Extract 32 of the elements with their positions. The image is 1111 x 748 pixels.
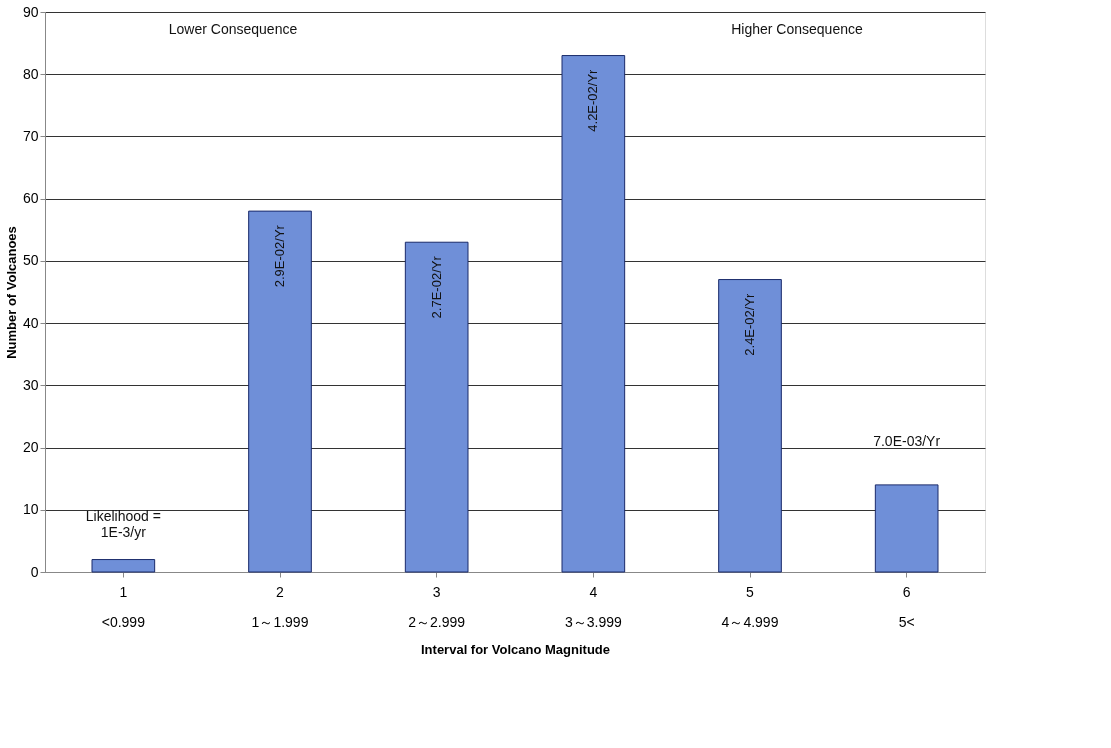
y-tick-label: 60 [22, 190, 39, 207]
x-tick-label: 1 <0.999 [101, 583, 146, 630]
annotation: Likelihood = 1E-3/yr [85, 507, 161, 540]
y-tick-label: 10 [22, 501, 39, 518]
y-tick-label: 0 [30, 563, 39, 580]
y-axis-title: Number of Volcanoes [3, 226, 19, 359]
bar [91, 559, 156, 573]
bar [874, 484, 939, 573]
y-tick-label: 70 [22, 127, 39, 144]
annotation: 2.4E-02/Yr [742, 292, 757, 356]
bar [718, 279, 782, 573]
x-tick-label: 5 4～4.999 [721, 583, 779, 630]
annotation: Lower Consequence [168, 21, 298, 37]
annotation: 2.7E-02/Yr [428, 255, 444, 319]
x-axis-title: Interval for Volcano Magnitude [420, 641, 611, 657]
bar [248, 210, 312, 573]
annotation: 7.0E-03/Yr [873, 432, 941, 449]
annotation: Higher Consequence [731, 21, 863, 37]
y-tick-label: 20 [22, 439, 39, 456]
y-tick-label: 40 [22, 314, 39, 331]
x-tick-label: 4 3～3.999 [564, 583, 622, 630]
y-tick-label: 50 [22, 252, 39, 269]
annotation: 4.2E-02/Yr [585, 68, 601, 132]
bar [561, 55, 626, 573]
y-tick-label: 80 [22, 65, 39, 82]
x-tick-label: 2 1～1.999 [251, 583, 309, 630]
x-tick-label: 6 5< [898, 583, 915, 630]
y-tick-label: 90 [22, 3, 39, 20]
y-tick-label: 30 [22, 376, 39, 393]
x-tick-label: 3 2～2.999 [408, 583, 466, 630]
bar [404, 241, 469, 573]
annotation: 2.9E-02/Yr [272, 224, 287, 288]
